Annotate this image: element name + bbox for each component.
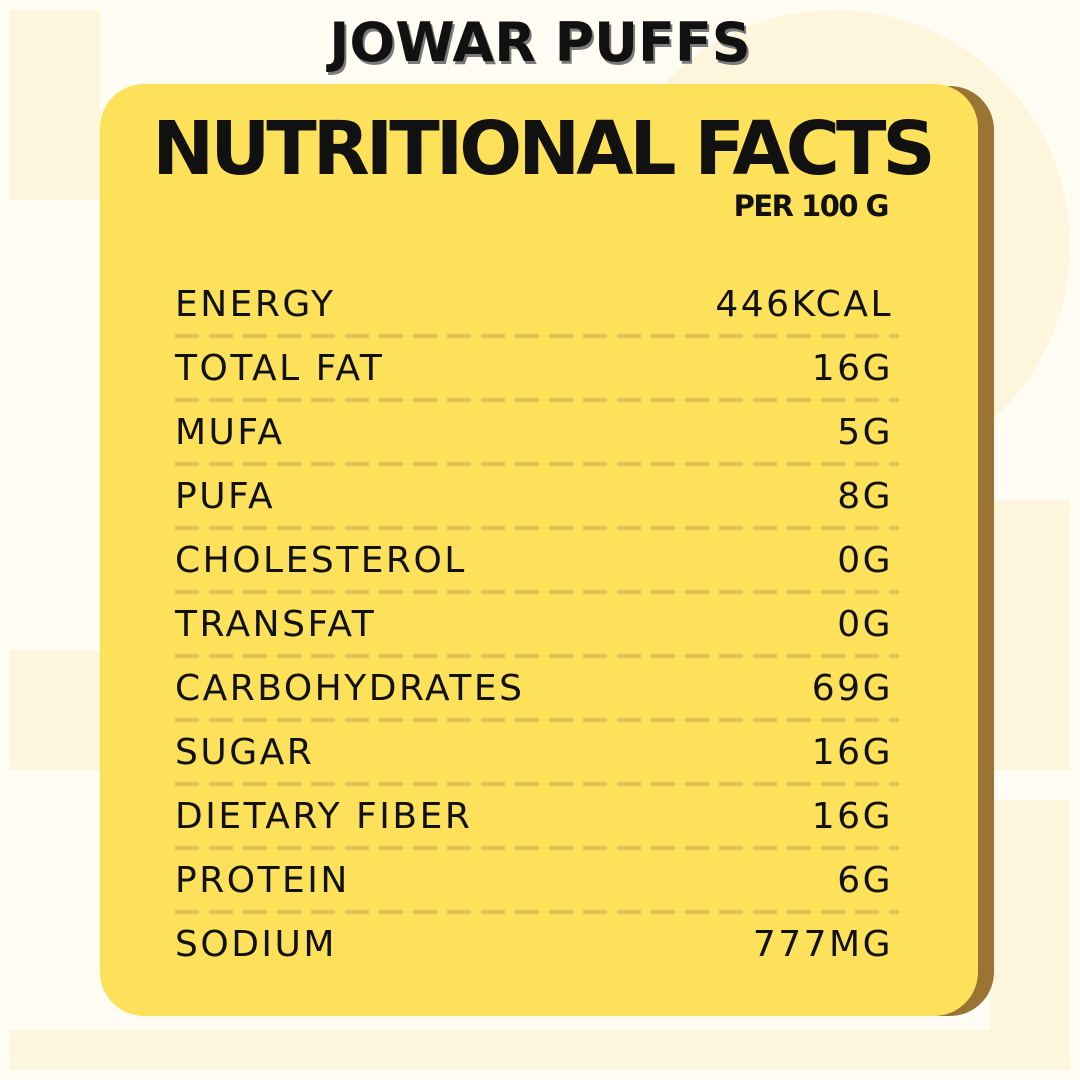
background-watermark-bar [10,1030,1070,1070]
nutrition-heading: NUTRITIONAL FACTS [152,106,935,192]
row-divider [175,334,899,338]
nutrient-label: CHOLESTEROL [175,539,467,581]
nutrient-value: 16G [811,347,893,389]
nutrient-label: DIETARY FIBER [175,795,473,837]
row-divider [175,526,899,530]
nutrient-label: PUFA [175,475,276,517]
nutrient-row-carbohydrates: CARBOHYDRATES 69G [175,656,899,722]
nutrient-value: 8G [837,475,893,517]
row-divider [175,718,899,722]
background-watermark-bar [10,10,100,200]
nutrient-list: ENERGY 446KCAL TOTAL FAT 16G MUFA 5G PUF… [175,272,899,976]
row-divider [175,590,899,594]
nutrient-label: CARBOHYDRATES [175,667,525,709]
nutrient-value: 16G [811,731,893,773]
row-divider [175,398,899,402]
nutrient-row-mufa: MUFA 5G [175,400,899,466]
nutrient-row-cholesterol: CHOLESTEROL 0G [175,528,899,594]
row-divider [175,910,899,914]
row-divider [175,782,899,786]
row-divider [175,462,899,466]
nutrient-row-protein: PROTEIN 6G [175,848,899,914]
nutrient-row-sugar: SUGAR 16G [175,720,899,786]
nutrient-value: 777MG [752,923,893,965]
nutrient-label: TOTAL FAT [175,347,385,389]
nutrient-value: 5G [837,411,893,453]
background-watermark-bar [990,800,1070,1070]
nutrient-label: SUGAR [175,731,315,773]
serving-size: PER 100 G [733,189,890,223]
nutrient-row-dietary-fiber: DIETARY FIBER 16G [175,784,899,850]
nutrient-label: MUFA [175,411,285,453]
nutrient-value: 16G [811,795,893,837]
nutrient-value: 0G [837,539,893,581]
nutrient-label: TRANSFAT [175,603,377,645]
nutrient-value: 6G [837,859,893,901]
background-watermark-bar [10,650,100,770]
row-divider [175,846,899,850]
nutrient-row-total-fat: TOTAL FAT 16G [175,336,899,402]
nutrient-label: SODIUM [175,923,337,965]
nutrient-value: 0G [837,603,893,645]
nutrition-card [100,84,978,1016]
row-divider [175,654,899,658]
nutrient-value: 446KCAL [715,283,893,325]
nutrient-row-transfat: TRANSFAT 0G [175,592,899,658]
nutrient-value: 69G [811,667,893,709]
nutrient-row-sodium: SODIUM 777MG [175,912,893,976]
nutrient-label: ENERGY [175,283,336,325]
nutrient-row-pufa: PUFA 8G [175,464,899,530]
product-title: JOWAR PUFFS [329,11,751,74]
nutrient-row-energy: ENERGY 446KCAL [175,272,899,338]
nutrient-label: PROTEIN [175,859,350,901]
background-watermark-bar [990,500,1070,770]
